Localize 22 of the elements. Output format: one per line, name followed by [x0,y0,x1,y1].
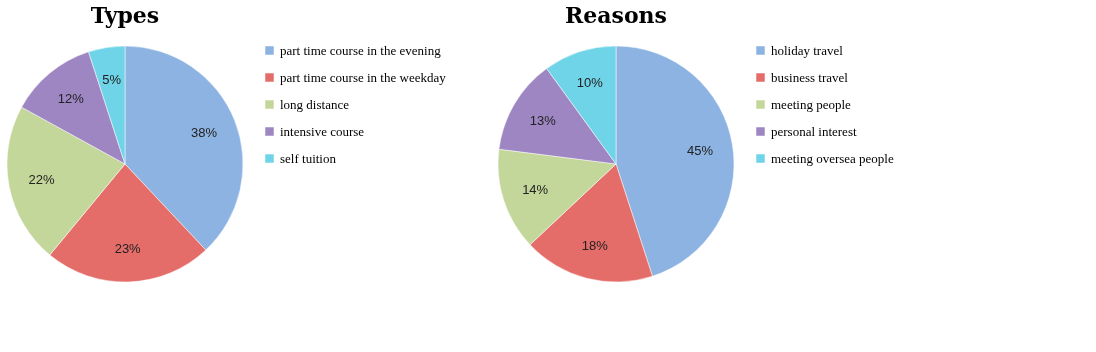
legend-label: personal interest [771,123,857,139]
legend-label: self tuition [280,150,337,166]
data-label: 38% [191,124,218,140]
legend-label: business travel [771,69,849,85]
legend-label: intensive course [280,123,365,139]
data-label: 22% [28,171,55,187]
legend-label: holiday travel [771,42,844,58]
data-label: 23% [114,240,142,256]
data-label: 14% [522,182,549,198]
data-label: 13% [529,112,557,128]
legend-label: part time course in the evening [280,42,442,58]
data-label: 12% [57,90,85,106]
data-label: 5% [102,72,122,88]
legend-label: meeting people [771,96,852,112]
data-label: 18% [581,238,609,254]
data-label: 10% [576,75,604,91]
data-label: 45% [686,142,714,158]
legend-label: part time course in the weekday [280,69,447,85]
chart-title: Types [90,2,160,28]
legend-label: meeting oversea people [771,150,894,166]
legend-label: long distance [280,96,350,112]
chart-title: Reasons [565,2,667,28]
